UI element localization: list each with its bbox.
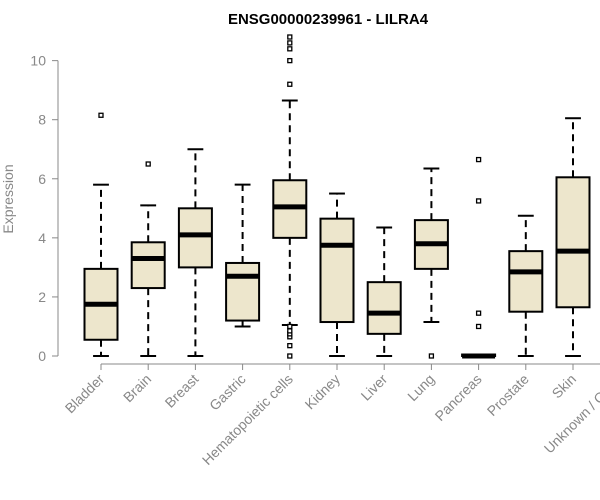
x-tick-label: Liver: [358, 371, 391, 404]
box-iqr: [130, 241, 166, 290]
outlier-point: [287, 34, 293, 40]
y-tick-label: 4: [38, 230, 46, 246]
outlier-point: [287, 353, 293, 359]
x-tick-label: Breast: [162, 371, 202, 411]
outlier-point: [145, 161, 151, 167]
box-iqr: [319, 217, 355, 324]
outlier-point: [475, 323, 482, 330]
box-gastric: [225, 183, 261, 328]
box-kidney: [319, 192, 355, 357]
box-brain: [130, 161, 166, 357]
y-tick-label: 6: [38, 171, 46, 187]
y-tick-label: 2: [38, 289, 46, 305]
outlier-point: [287, 46, 293, 52]
box-iqr: [508, 250, 544, 313]
box-iqr: [555, 176, 591, 309]
box-iqr: [366, 281, 402, 335]
box-iqr: [225, 261, 261, 322]
box-liver: [366, 226, 402, 357]
outlier-point: [287, 81, 293, 87]
plot-area: [83, 34, 591, 359]
outlier-point: [287, 40, 293, 46]
x-tick-label: Pancreas: [432, 371, 485, 424]
y-axis: 0 2 4 6 8 10: [30, 53, 59, 364]
box-bladder: [83, 112, 119, 357]
x-tick-label: Gastric: [206, 371, 249, 414]
outlier-point: [287, 343, 293, 349]
outlier-point: [287, 57, 293, 64]
x-tick-label: Kidney: [302, 371, 344, 413]
x-tick-label: Brain: [120, 371, 154, 405]
outlier-point: [475, 198, 482, 204]
box-skin: [555, 117, 591, 357]
box-pancreas: [461, 156, 497, 359]
outlier-point: [287, 323, 293, 330]
y-axis-label: Expression: [0, 164, 16, 233]
box-breast: [177, 148, 213, 357]
box-iqr: [177, 207, 213, 269]
x-tick-label: Lung: [404, 371, 437, 404]
outlier-point: [475, 310, 482, 316]
x-tick-label: Hematopoietic cells: [199, 371, 296, 468]
x-tick-label: Bladder: [62, 371, 108, 417]
outlier-point: [98, 112, 104, 118]
box-prostate: [508, 214, 544, 357]
chart-title: ENSG00000239961 - LILRA4: [228, 11, 429, 28]
outlier-point: [287, 328, 293, 334]
y-tick-label: 8: [38, 112, 46, 128]
box-lung: [413, 167, 449, 359]
box-hematopoietic-cells: [272, 34, 308, 359]
y-tick-label: 0: [38, 348, 46, 364]
outlier-point: [475, 156, 482, 163]
x-tick-label: Skin: [549, 371, 580, 402]
outlier-point: [428, 353, 435, 359]
y-tick-label: 10: [30, 53, 46, 69]
x-tick-label: Prostate: [484, 371, 532, 419]
